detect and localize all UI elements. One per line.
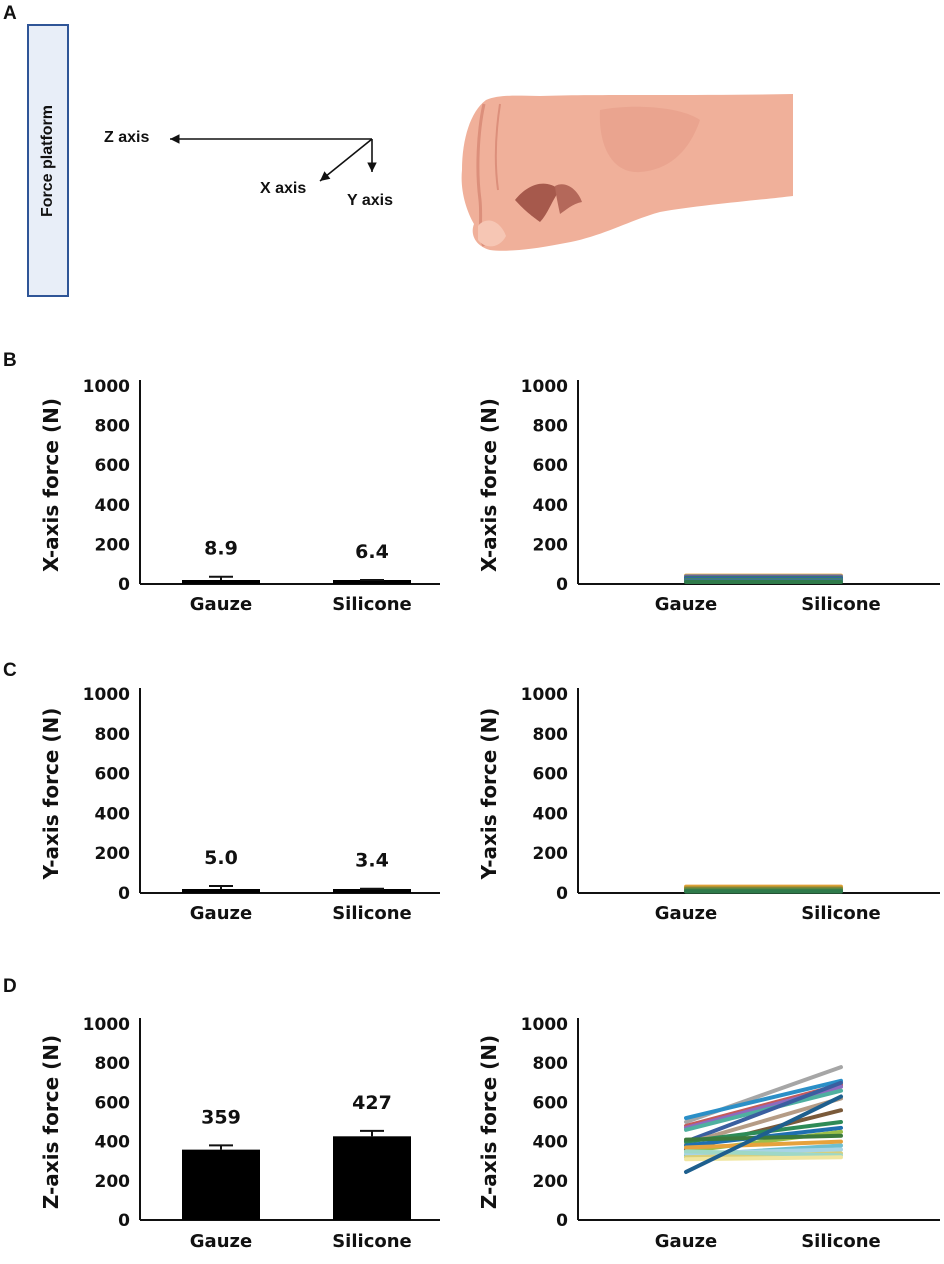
y-tick-label: 0 (118, 1211, 130, 1231)
y-tick-label: 400 (95, 804, 131, 824)
y-tick-label: 400 (95, 496, 131, 516)
series-line (684, 1088, 843, 1132)
y-tick-label: 800 (95, 725, 131, 745)
x-category-label: Silicone (332, 903, 412, 924)
x-category-label: Silicone (801, 903, 881, 924)
y-tick-label: 600 (95, 765, 131, 785)
y-tick-label: 200 (95, 535, 131, 555)
bar (182, 1149, 260, 1220)
series-line (684, 1120, 843, 1144)
x-category-label: Gauze (655, 1231, 717, 1252)
x-category-label: Gauze (190, 594, 252, 615)
y-tick-label: 400 (533, 1133, 569, 1153)
y-axis-title: Y-axis force (N) (39, 708, 63, 881)
y-tick-label: 200 (533, 844, 569, 864)
axes-diagram (170, 94, 793, 251)
bar (333, 1136, 411, 1220)
bar (182, 580, 260, 584)
bar (333, 580, 411, 584)
x-category-label: Silicone (801, 1231, 881, 1252)
data-label: 3.4 (355, 850, 389, 872)
y-tick-label: 1000 (83, 685, 130, 705)
panel-letter-b: B (3, 350, 17, 371)
x-axis-label: X axis (260, 180, 307, 197)
x-axis-arrow (319, 138, 373, 182)
series-line (684, 1133, 843, 1142)
y-tick-label: 600 (533, 765, 569, 785)
force-platform: Force platform (27, 24, 69, 297)
series-line (684, 1151, 843, 1160)
y-tick-label: 600 (533, 1093, 569, 1113)
x-category-label: Gauze (655, 594, 717, 615)
y-tick-label: 600 (95, 1093, 131, 1113)
y-tick-label: 800 (533, 417, 569, 437)
y-axis-title: Y-axis force (N) (477, 708, 501, 881)
y-tick-label: 200 (95, 1172, 131, 1192)
series-line (684, 1080, 843, 1144)
series-line (684, 1078, 843, 1121)
data-label: 8.9 (204, 538, 238, 560)
y-tick-label: 400 (533, 804, 569, 824)
series-line (684, 1125, 843, 1148)
y-tick-label: 1000 (83, 377, 130, 397)
y-axis-title: X-axis force (N) (39, 398, 63, 572)
data-label: 427 (352, 1092, 392, 1114)
y-tick-label: 1000 (521, 685, 568, 705)
series-line (684, 1149, 843, 1158)
series-line (684, 1094, 843, 1174)
panel-letter-d: D (3, 976, 17, 997)
z-axis-label: Z axis (104, 129, 150, 146)
series-line (684, 1143, 843, 1158)
panel-letter-a: A (3, 3, 17, 24)
x-category-label: Silicone (332, 594, 412, 615)
data-label: 359 (201, 1106, 241, 1128)
y-tick-label: 1000 (83, 1015, 130, 1035)
y-tick-label: 400 (533, 496, 569, 516)
series-line (684, 1065, 843, 1124)
fist-illustration (461, 94, 793, 251)
series-line (684, 1082, 843, 1128)
bar (333, 889, 411, 893)
data-label: 5.0 (204, 847, 238, 869)
x-category-label: Gauze (190, 1231, 252, 1252)
y-tick-label: 600 (533, 456, 569, 476)
series-line (684, 1129, 843, 1154)
y-axis-label: Y axis (347, 192, 393, 209)
y-tick-label: 0 (118, 884, 130, 904)
series-line (684, 1096, 843, 1146)
x-category-label: Silicone (801, 594, 881, 615)
series-line (684, 1084, 843, 1130)
y-tick-label: 400 (95, 1133, 131, 1153)
y-tick-label: 800 (95, 417, 131, 437)
y-tick-label: 0 (118, 575, 130, 595)
x-category-label: Gauze (190, 903, 252, 924)
x-category-label: Silicone (332, 1231, 412, 1252)
y-axis-title: Z-axis force (N) (477, 1035, 501, 1209)
data-label: 6.4 (355, 541, 389, 563)
bar (182, 889, 260, 893)
y-tick-label: 200 (533, 1172, 569, 1192)
y-tick-label: 800 (533, 1054, 569, 1074)
y-tick-label: 200 (533, 535, 569, 555)
x-category-label: Gauze (655, 903, 717, 924)
y-axis-title: Z-axis force (N) (39, 1035, 63, 1209)
y-tick-label: 800 (95, 1054, 131, 1074)
y-tick-label: 200 (95, 844, 131, 864)
y-tick-label: 0 (556, 575, 568, 595)
y-tick-label: 1000 (521, 377, 568, 397)
y-tick-label: 800 (533, 725, 569, 745)
y-axis-title: X-axis force (N) (477, 398, 501, 572)
series-line (684, 1139, 843, 1150)
series-line (684, 1147, 843, 1156)
y-tick-label: 1000 (521, 1015, 568, 1035)
series-line (684, 1108, 843, 1152)
y-tick-label: 600 (95, 456, 131, 476)
y-tick-label: 0 (556, 884, 568, 904)
panel-letter-c: C (3, 660, 17, 681)
y-tick-label: 0 (556, 1211, 568, 1231)
series-line (684, 1155, 843, 1162)
